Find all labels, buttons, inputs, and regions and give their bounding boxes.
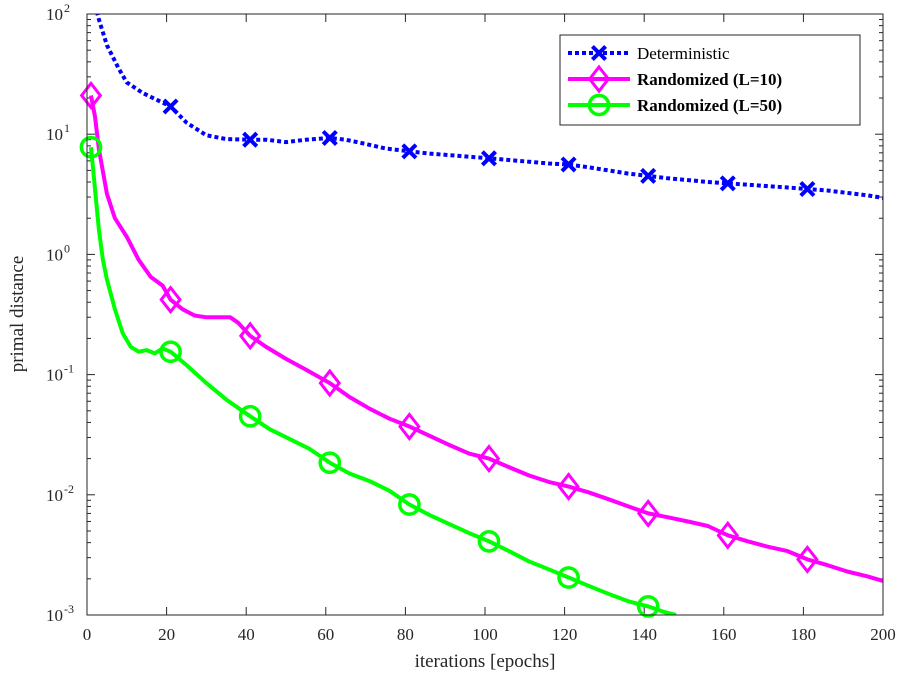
y-tick-base: 10 xyxy=(46,486,63,505)
series-marker-2 xyxy=(318,451,342,475)
x-tick-label: 40 xyxy=(238,625,255,644)
series-line-2 xyxy=(89,147,677,615)
y-tick-base: 10 xyxy=(46,5,63,24)
plot-frame xyxy=(86,13,884,616)
series-marker-0 xyxy=(719,175,736,192)
x-tick-label: 180 xyxy=(791,625,817,644)
series-marker-2 xyxy=(238,404,262,428)
y-tick-exponent: 2 xyxy=(64,1,70,15)
series-marker-0 xyxy=(799,180,816,198)
series-marker-2 xyxy=(79,135,103,159)
x-tick-label: 0 xyxy=(83,625,92,644)
series-marker-1 xyxy=(318,368,342,398)
y-tick-label: 10 xyxy=(46,366,63,385)
y-tick-base: 10 xyxy=(46,125,63,144)
legend-label-0: Deterministic xyxy=(637,44,730,63)
series-marker-1 xyxy=(159,285,182,315)
series-marker-1 xyxy=(716,520,740,550)
y-tick-label: 10 xyxy=(46,125,63,144)
y-tick-base: 10 xyxy=(46,245,63,264)
y-tick-exponent: 0 xyxy=(64,241,70,255)
legend-marker-1 xyxy=(587,64,611,94)
legend: Deterministic Randomized (L=10) Randomized… xyxy=(559,34,861,126)
x-tick-label: 200 xyxy=(870,625,896,644)
series-marker-2 xyxy=(477,529,501,553)
y-tick-label: 10 xyxy=(46,5,63,24)
series-marker-2 xyxy=(398,493,421,516)
series-marker-1 xyxy=(79,81,103,110)
markers-layer xyxy=(79,81,819,618)
y-tick-exponent: -2 xyxy=(64,482,74,496)
series-marker-0 xyxy=(480,150,497,167)
series-marker-1 xyxy=(636,498,660,528)
x-tick-label: 60 xyxy=(317,625,334,644)
x-tick-label: 20 xyxy=(158,625,175,644)
y-axis-label: primal distance xyxy=(7,256,28,373)
series-marker-0 xyxy=(242,131,259,148)
series-marker-2 xyxy=(636,595,660,618)
series-marker-1 xyxy=(398,412,421,441)
series-marker-1 xyxy=(796,544,819,574)
series-marker-0 xyxy=(162,98,179,115)
y-tick-exponent: -1 xyxy=(64,362,74,376)
series-marker-1 xyxy=(477,444,501,474)
series-marker-1 xyxy=(238,321,262,351)
x-tick-label: 140 xyxy=(631,625,657,644)
y-tick-exponent: -3 xyxy=(64,602,74,616)
y-tick-label: 10 xyxy=(46,245,63,264)
series-line-1 xyxy=(89,95,883,583)
series-marker-2 xyxy=(159,340,182,364)
series-marker-0 xyxy=(560,156,577,173)
x-axis-label: iterations [epochs] xyxy=(415,651,556,672)
y-tick-label: 10 xyxy=(46,606,63,625)
y-tick-exponent: 1 xyxy=(64,121,70,135)
legend-marker-2 xyxy=(587,93,611,117)
series-marker-0 xyxy=(401,143,418,160)
y-tick-base: 10 xyxy=(46,606,63,625)
x-tick-label: 160 xyxy=(711,625,737,644)
x-tick-label: 120 xyxy=(552,625,578,644)
x-tick-label: 80 xyxy=(397,625,414,644)
series-layer xyxy=(89,14,883,615)
series-marker-2 xyxy=(557,566,580,589)
x-tick-label: 100 xyxy=(472,625,498,644)
y-tick-base: 10 xyxy=(46,366,63,385)
legend-label-1: Randomized (L=10) xyxy=(637,70,782,89)
legend-label-2: Randomized (L=50) xyxy=(637,96,782,115)
series-marker-1 xyxy=(557,472,580,502)
legend-marker-0 xyxy=(590,44,608,62)
series-marker-0 xyxy=(321,129,338,147)
series-marker-0 xyxy=(640,167,657,184)
y-tick-label: 10 xyxy=(46,486,63,505)
